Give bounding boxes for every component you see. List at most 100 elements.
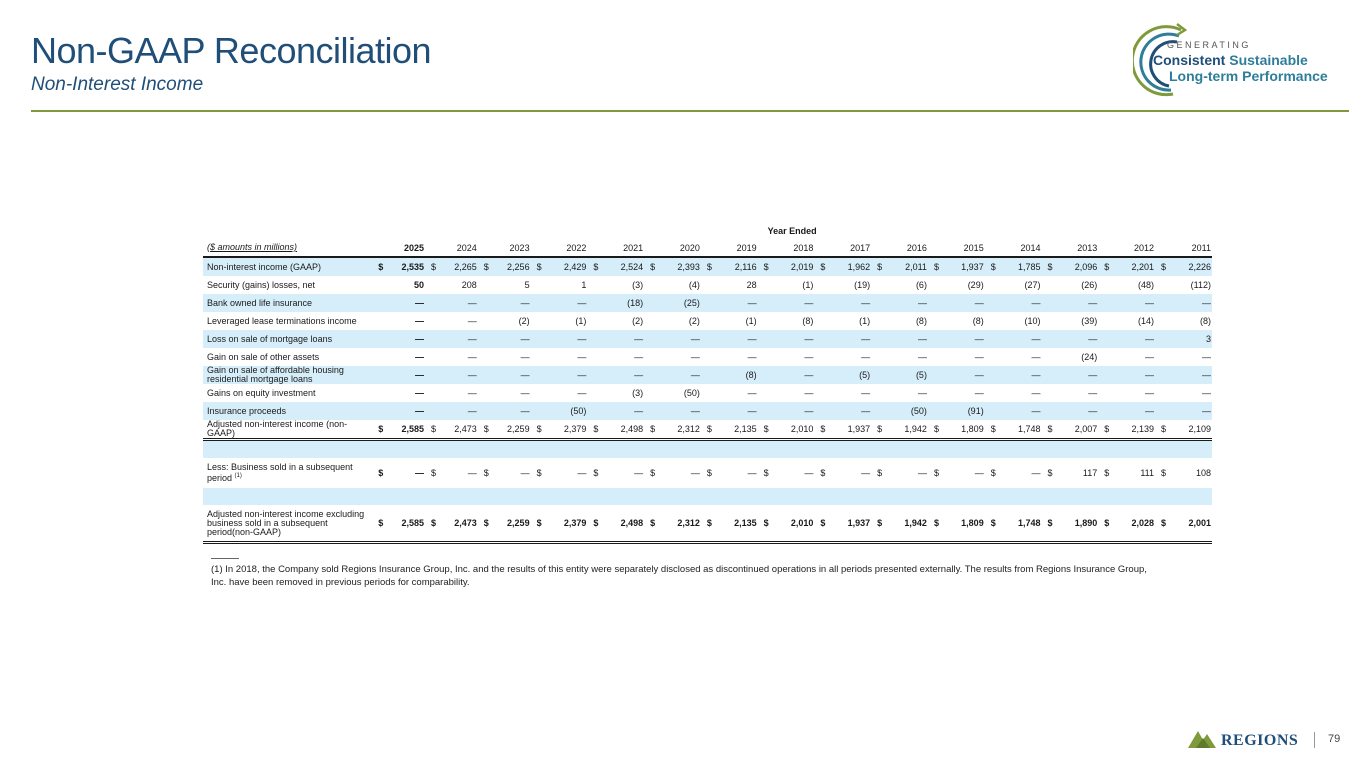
value-cell: $2,010 bbox=[757, 420, 815, 441]
dollar-sign: $ bbox=[1104, 518, 1110, 528]
dollar-sign: $ bbox=[933, 262, 939, 272]
dollar-sign: $ bbox=[593, 262, 599, 272]
value-cell: (39) bbox=[1081, 316, 1098, 326]
table-row: Gain on sale of affordable housing resid… bbox=[203, 366, 1212, 384]
dollar-sign: $ bbox=[877, 468, 883, 478]
year-header: 2016 bbox=[871, 239, 928, 258]
value-cell: — bbox=[644, 402, 701, 420]
value-cell: — bbox=[747, 352, 757, 362]
value-cell: $2,379 bbox=[530, 505, 588, 544]
dollar-sign: $ bbox=[650, 468, 656, 478]
value-cell: — bbox=[984, 330, 1042, 348]
page-title: Non-GAAP Reconciliation bbox=[31, 30, 432, 71]
value-cell: 1 bbox=[581, 280, 587, 290]
dollar-sign: $ bbox=[483, 518, 489, 528]
value-cell: (1) bbox=[745, 316, 757, 326]
logo-generating-text: GENERATING bbox=[1167, 40, 1251, 50]
value-cell: — bbox=[814, 294, 872, 312]
value-cell: — bbox=[917, 352, 927, 362]
dollar-sign: $ bbox=[877, 518, 883, 528]
dollar-sign: $ bbox=[536, 424, 542, 434]
footer-separator bbox=[1314, 732, 1315, 748]
year-ended-caption: Year Ended bbox=[767, 225, 817, 236]
value-cell: $2,011 bbox=[871, 257, 928, 276]
value-cell: — bbox=[1041, 366, 1099, 384]
value-cell: $1,785 bbox=[984, 257, 1042, 276]
regions-logo: REGIONS bbox=[1188, 728, 1308, 750]
brand-name: REGIONS bbox=[1221, 732, 1299, 749]
value-cell: $117 bbox=[1041, 458, 1098, 488]
value-cell: — bbox=[372, 330, 425, 348]
value-cell: — bbox=[1098, 402, 1155, 420]
value-cell: — bbox=[372, 366, 425, 384]
value-cell: $1,942 bbox=[871, 420, 928, 441]
dollar-sign: $ bbox=[990, 262, 996, 272]
value-cell: $108 bbox=[1155, 458, 1212, 488]
value-cell: $1,748 bbox=[984, 420, 1042, 441]
value-cell: $2,585 bbox=[372, 420, 425, 441]
value-cell: — bbox=[1098, 366, 1155, 384]
value-cell: — bbox=[577, 352, 587, 362]
dollar-sign: $ bbox=[1047, 424, 1053, 434]
dollar-sign: $ bbox=[763, 518, 769, 528]
dollar-sign: $ bbox=[706, 468, 712, 478]
value-cell: $ — bbox=[372, 458, 425, 488]
row-label: Gain on sale of affordable housing resid… bbox=[203, 366, 373, 384]
value-cell: — bbox=[1098, 294, 1155, 312]
value-cell: $2,028 bbox=[1098, 505, 1155, 544]
value-cell: $2,007 bbox=[1041, 420, 1099, 441]
value-cell: $ — bbox=[928, 458, 985, 488]
value-cell: — bbox=[477, 294, 531, 312]
table-row: Non-interest income (GAAP) $2,535 $2,265 $2… bbox=[203, 257, 1212, 276]
table-row: Loss on sale of mortgage loans — — — — — — — — — —… bbox=[203, 330, 1212, 348]
value-cell: — bbox=[372, 294, 425, 312]
row-label: Less: Business sold in a subsequent peri… bbox=[207, 462, 353, 483]
value-cell: (2) bbox=[688, 316, 700, 326]
value-cell: — bbox=[984, 366, 1042, 384]
value-cell: $2,109 bbox=[1155, 420, 1212, 441]
value-cell: $ — bbox=[701, 458, 758, 488]
value-cell: $ — bbox=[985, 458, 1042, 488]
dollar-sign: $ bbox=[593, 468, 599, 478]
value-cell: (26) bbox=[1081, 280, 1098, 290]
value-cell: — bbox=[644, 366, 701, 384]
reconciliation-table: Year Ended ($ amounts in millions) 2025 20… bbox=[203, 222, 1212, 544]
value-cell: $2,259 bbox=[477, 420, 531, 441]
value-cell: $2,535 bbox=[372, 257, 425, 276]
value-cell: $2,256 bbox=[477, 257, 531, 276]
dollar-sign: $ bbox=[483, 468, 489, 478]
value-cell: $2,201 bbox=[1098, 257, 1155, 276]
value-cell: — bbox=[530, 330, 588, 348]
dollar-sign: $ bbox=[706, 262, 712, 272]
value-cell: (2) bbox=[518, 316, 530, 326]
value-cell: $1,809 bbox=[927, 420, 985, 441]
value-cell: $ — bbox=[425, 458, 478, 488]
value-cell: — bbox=[917, 388, 927, 398]
value-cell: $2,524 bbox=[587, 257, 645, 276]
value-cell: (1) bbox=[802, 280, 814, 290]
value-cell: — bbox=[927, 330, 985, 348]
value-cell: — bbox=[577, 388, 587, 398]
logo-line-2: Long-term Performance bbox=[1169, 68, 1328, 84]
value-cell: (4) bbox=[688, 280, 700, 290]
value-cell: (2) bbox=[632, 316, 644, 326]
value-cell: (3) bbox=[632, 388, 644, 398]
value-cell: — bbox=[1202, 388, 1211, 398]
value-cell: (8) bbox=[972, 316, 984, 326]
value-cell: $2,498 bbox=[587, 420, 645, 441]
value-cell: — bbox=[804, 388, 814, 398]
value-cell: $2,393 bbox=[644, 257, 701, 276]
value-cell: — bbox=[871, 330, 928, 348]
value-cell: (50) bbox=[683, 388, 700, 398]
dollar-sign: $ bbox=[763, 468, 769, 478]
value-cell: $ — bbox=[871, 458, 928, 488]
value-cell: — bbox=[414, 352, 424, 362]
year-header: 2014 bbox=[984, 239, 1042, 258]
pyramid-icon bbox=[1188, 731, 1216, 748]
value-cell: — bbox=[467, 388, 477, 398]
footnote-ref: (1) bbox=[234, 473, 242, 479]
value-cell: — bbox=[1098, 330, 1155, 348]
value-cell: $ — bbox=[531, 458, 588, 488]
value-cell: $2,429 bbox=[530, 257, 588, 276]
value-cell: — bbox=[757, 330, 815, 348]
